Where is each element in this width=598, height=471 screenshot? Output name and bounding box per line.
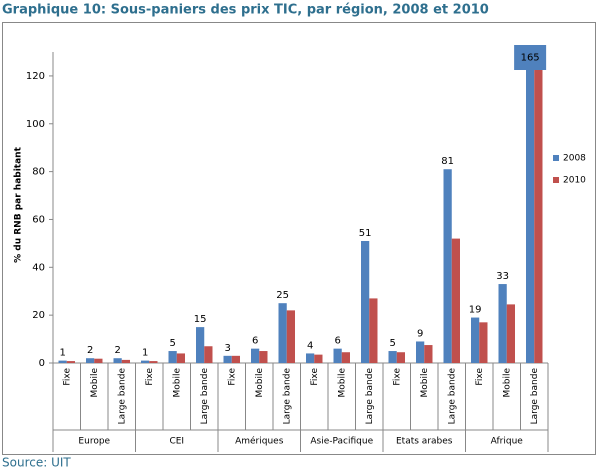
legend-swatch	[553, 155, 559, 161]
x-tick-label: Mobile	[255, 368, 265, 398]
bar	[424, 345, 433, 363]
bar	[388, 351, 397, 363]
x-tick-label: Fixe	[310, 368, 320, 386]
group-label: Amériques	[235, 436, 284, 447]
data-label: 5	[169, 338, 175, 349]
x-tick-label: Fixe	[62, 368, 72, 386]
x-tick-label: Large bande	[530, 368, 540, 425]
data-label: 1	[59, 348, 65, 359]
x-tick-label: Large bande	[282, 368, 292, 425]
y-tick-label: 80	[32, 167, 45, 178]
x-tick-label: Mobile	[90, 368, 100, 398]
bar	[361, 240, 370, 363]
data-label: 9	[417, 328, 423, 339]
bar	[121, 359, 130, 363]
data-label: 25	[276, 290, 289, 301]
group-label: Etats arabes	[396, 437, 453, 447]
data-label: 6	[252, 336, 258, 347]
bar	[314, 354, 323, 363]
data-label: 81	[441, 156, 454, 167]
bar	[66, 361, 75, 363]
bar	[149, 361, 158, 363]
x-tick-label: Fixe	[145, 368, 155, 386]
data-label: 33	[496, 271, 509, 282]
legend-swatch	[553, 177, 559, 183]
bar	[231, 355, 240, 363]
bar	[141, 360, 150, 363]
chart-title: Graphique 10: Sous-paniers des prix TIC,…	[2, 3, 489, 18]
y-tick-label: 60	[32, 214, 45, 225]
bar	[333, 348, 342, 363]
data-label: 51	[359, 228, 372, 239]
x-tick-label: Large bande	[200, 368, 210, 425]
bar	[223, 355, 232, 363]
bar	[94, 358, 103, 363]
x-tick-label: Fixe	[475, 368, 485, 386]
group-label: CEI	[169, 437, 184, 447]
data-label: 3	[224, 343, 230, 354]
bar	[369, 298, 378, 363]
bar	[168, 351, 177, 363]
bar	[396, 352, 405, 363]
data-label: 15	[194, 314, 207, 325]
bar	[251, 348, 260, 363]
y-tick-label: 40	[32, 262, 45, 273]
bar	[443, 169, 452, 363]
bar	[196, 327, 205, 363]
data-label: 5	[389, 338, 395, 349]
data-label: 2	[114, 345, 120, 356]
overflow-label-box	[514, 45, 547, 70]
bar	[259, 351, 268, 363]
legend-label: 2008	[563, 154, 586, 164]
x-tick-label: Fixe	[392, 368, 402, 386]
bar	[498, 284, 507, 363]
bar	[278, 303, 287, 363]
data-label: 4	[307, 340, 313, 351]
bar	[479, 322, 488, 363]
data-label: 2	[87, 345, 93, 356]
y-tick-label: 120	[26, 71, 45, 82]
data-label: 19	[469, 305, 482, 316]
x-tick-label: Large bande	[117, 368, 127, 425]
bar	[341, 352, 350, 363]
bar	[113, 358, 122, 363]
y-tick-label: 100	[26, 119, 45, 130]
chart-frame	[2, 22, 596, 455]
bar	[286, 310, 295, 363]
bar	[534, 54, 543, 363]
x-tick-label: Fixe	[227, 368, 237, 386]
y-tick-label: 20	[32, 310, 45, 321]
group-label: Europe	[78, 437, 110, 447]
bar	[176, 353, 185, 363]
bar	[86, 358, 95, 363]
bar	[526, 52, 535, 363]
source: Source: UIT	[2, 456, 71, 470]
x-tick-label: Large bande	[447, 368, 457, 425]
bar	[506, 304, 515, 363]
x-tick-label: Mobile	[420, 368, 430, 398]
group-label: Asie-Pacifique	[310, 437, 373, 447]
bar	[306, 353, 315, 363]
legend-label: 2010	[563, 176, 586, 186]
x-tick-label: Mobile	[502, 368, 512, 398]
group-label: Afrique	[491, 437, 524, 447]
data-label: 165	[521, 53, 540, 64]
bar	[58, 360, 67, 363]
x-tick-label: Mobile	[337, 368, 347, 398]
data-label: 6	[334, 336, 340, 347]
bar	[416, 341, 425, 363]
x-tick-label: Mobile	[172, 368, 182, 398]
data-label: 1	[142, 348, 148, 359]
x-tick-label: Large bande	[365, 368, 375, 425]
y-axis-label: % du RNB par habitant	[14, 146, 24, 262]
bar	[471, 317, 480, 363]
bar	[451, 238, 460, 363]
y-tick-label: 0	[39, 358, 45, 369]
bar	[204, 346, 213, 363]
